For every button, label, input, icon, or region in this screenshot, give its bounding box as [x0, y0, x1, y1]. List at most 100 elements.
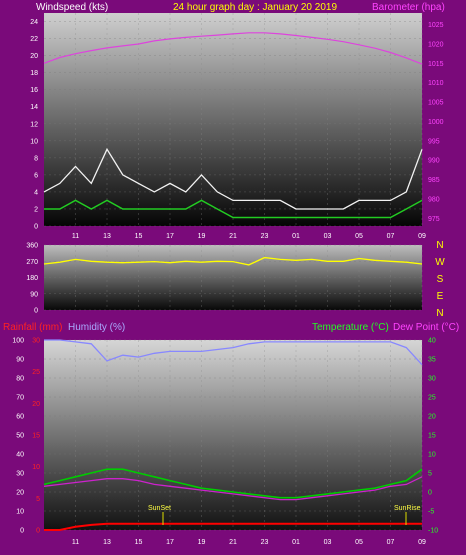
x-tick-label: 11 — [72, 539, 79, 546]
barometer-y-tick-label: 980 — [428, 196, 440, 203]
humidity-y-tick-label: 90 — [16, 357, 24, 364]
wind-y-tick-label: 2 — [34, 206, 38, 213]
compass-label: N — [436, 240, 443, 251]
temperature-y-tick-label: 15 — [428, 433, 436, 440]
x-tick-label: 03 — [324, 539, 332, 546]
wind-x-ticks: 11 13 15 17 19 21 23 01 03 05 07 09 — [72, 233, 426, 240]
barometer-y-tick-label: 985 — [428, 177, 440, 184]
humidity-y-tick-label: 10 — [16, 509, 24, 516]
wind-y-tick-label: 0 — [34, 224, 38, 231]
compass-label: N — [436, 308, 443, 319]
humidity-y-tick-label: 60 — [16, 414, 24, 421]
rainfall-y-tick-label: 5 — [36, 496, 40, 503]
x-tick-label: 21 — [229, 539, 237, 546]
barometer-y-tick-label: 1015 — [428, 61, 444, 68]
temperature-y-tick-label: 0 — [428, 490, 432, 497]
barometer-y-ticks: 975 980 985 990 995 1000 1005 1010 1015 1020 1025 — [428, 22, 444, 223]
humidity-y-tick-label: 0 — [20, 528, 24, 535]
humidity-y-tick-label: 80 — [16, 376, 24, 383]
humidity-y-tick-label: 30 — [16, 471, 24, 478]
wind-average-line — [44, 199, 423, 219]
direction-y-tick-label: 360 — [26, 243, 38, 250]
wind-y-tick-label: 6 — [34, 172, 38, 179]
wind-y-tick-label: 24 — [30, 19, 38, 26]
temperature-y-tick-label: -5 — [428, 509, 434, 516]
barometer-axis-title: Barometer (hpa) — [372, 2, 445, 13]
temperature-y-tick-label: 20 — [428, 414, 436, 421]
x-tick-label: 13 — [103, 233, 111, 240]
windspeed-axis-title: Windspeed (kts) — [36, 2, 108, 13]
x-tick-label: 11 — [72, 233, 79, 240]
temperature-y-tick-label: 30 — [428, 376, 436, 383]
barometer-y-tick-label: 990 — [428, 158, 440, 165]
wind-panel-series — [43, 32, 423, 219]
x-tick-label: 21 — [229, 233, 237, 240]
temperature-x-ticks: 11 13 15 17 19 21 23 01 03 05 07 09 — [72, 539, 426, 546]
direction-panel-series — [43, 256, 423, 266]
dewpoint-axis-title: Dew Point (°C) — [393, 322, 459, 333]
wind-y-tick-label: 4 — [34, 189, 38, 196]
wind-y-tick-label: 14 — [30, 104, 38, 111]
barometer-y-tick-label: 1025 — [428, 22, 444, 29]
x-tick-label: 19 — [198, 539, 206, 546]
x-tick-label: 17 — [166, 233, 174, 240]
humidity-y-tick-label: 50 — [16, 433, 24, 440]
x-tick-label: 05 — [355, 539, 363, 546]
humidity-y-ticks: 0 10 20 30 40 50 60 70 80 90 100 — [12, 338, 24, 535]
rainfall-y-tick-label: 15 — [32, 433, 40, 440]
barometer-y-tick-label: 1010 — [428, 80, 444, 87]
direction-y-ticks: 0 90 180 270 360 — [26, 243, 38, 315]
humidity-axis-title: Humidity (%) — [68, 322, 125, 333]
wind-y-tick-label: 10 — [30, 138, 38, 145]
rainfall-y-tick-label: 25 — [32, 369, 40, 376]
barometer-y-tick-label: 1020 — [428, 41, 444, 48]
wind-panel-grid — [44, 13, 423, 227]
compass-label: W — [435, 257, 445, 268]
direction-panel-grid — [44, 244, 423, 311]
direction-y-tick-label: 270 — [26, 259, 38, 266]
x-tick-label: 09 — [418, 539, 426, 546]
rainfall-line — [44, 522, 422, 531]
humidity-y-tick-label: 70 — [16, 395, 24, 402]
wind-direction-line — [43, 256, 423, 266]
sunrise-label: SunRise — [394, 505, 421, 512]
rainfall-y-tick-label: 20 — [32, 401, 40, 408]
direction-y-tick-label: 0 — [34, 308, 38, 315]
x-tick-label: 17 — [166, 539, 174, 546]
direction-y-tick-label: 180 — [26, 275, 38, 282]
wind-y-tick-label: 12 — [30, 121, 38, 128]
temperature-line — [43, 468, 423, 499]
wind-y-tick-label: 22 — [30, 36, 38, 43]
barometer-y-tick-label: 995 — [428, 138, 440, 145]
temperature-y-tick-label: 5 — [428, 471, 432, 478]
barometer-y-tick-label: 1005 — [428, 100, 444, 107]
wind-y-tick-label: 8 — [34, 155, 38, 162]
temperature-axis-title: Temperature (°C) — [312, 322, 389, 333]
temperature-y-tick-label: 25 — [428, 395, 436, 402]
compass-label: E — [437, 291, 444, 302]
barometer-y-tick-label: 975 — [428, 216, 440, 223]
x-tick-label: 23 — [261, 233, 269, 240]
dewpoint-line — [43, 476, 423, 501]
humidity-y-tick-label: 20 — [16, 490, 24, 497]
wind-y-tick-label: 16 — [30, 87, 38, 94]
direction-y-tick-label: 90 — [30, 291, 38, 298]
rainfall-y-tick-label: 30 — [32, 338, 40, 345]
x-tick-label: 23 — [261, 539, 269, 546]
x-tick-label: 09 — [418, 233, 426, 240]
x-tick-label: 07 — [387, 539, 395, 546]
temperature-panel-grid — [44, 339, 423, 531]
sunset-label: SunSet — [148, 505, 171, 512]
temperature-panel-series — [43, 339, 423, 531]
compass-label: S — [437, 274, 444, 285]
wind-gust-line — [43, 147, 423, 210]
x-tick-label: 01 — [292, 233, 300, 240]
barometer-y-tick-label: 1000 — [428, 119, 444, 126]
x-tick-label: 15 — [135, 539, 143, 546]
rainfall-y-ticks: 0 5 10 15 20 25 30 — [32, 338, 40, 535]
x-tick-label: 07 — [387, 233, 395, 240]
x-tick-label: 13 — [103, 539, 111, 546]
temperature-y-ticks: -10 -5 0 5 10 15 20 25 30 35 40 — [428, 338, 438, 535]
